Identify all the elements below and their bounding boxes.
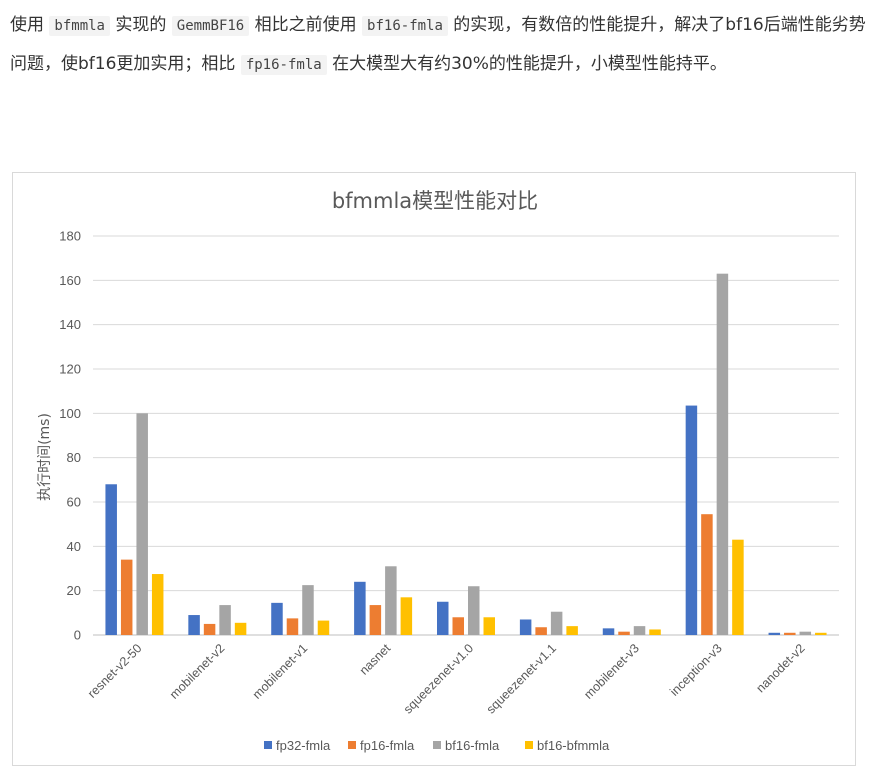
chart-title: bfmmla模型性能对比	[332, 189, 538, 213]
bar-fp16-fmla-squeezenet-v1.0	[452, 617, 464, 635]
y-tick-label: 160	[59, 273, 81, 288]
bar-bf16-bfmmla-squeezenet-v1.0	[483, 617, 495, 635]
bar-fp16-fmla-nanodet-v2	[784, 632, 796, 635]
bar-fp32-fmla-resnet-v2-50	[105, 484, 117, 635]
x-category-label: nanodet-v2	[754, 641, 808, 695]
bar-bf16-bfmmla-resnet-v2-50	[151, 574, 164, 635]
paragraph-text: 在大模型大有约30%的性能提升，小模型性能持平。	[326, 54, 727, 74]
y-axis-label: 执行时间(ms)	[37, 413, 53, 501]
inline-code: GemmBF16	[171, 16, 250, 36]
y-tick-label: 140	[59, 317, 81, 332]
bar-fp16-fmla-mobilenet-v2	[203, 623, 216, 635]
bar-bf16-bfmmla-nanodet-v2	[815, 632, 827, 635]
paragraph-text: 的实现，有数倍的性能提升，解决了bf16后端性能劣势问题，使bf16更加实用；相…	[10, 15, 866, 74]
bar-bf16-bfmmla-inception-v3	[732, 539, 744, 635]
bar-fp32-fmla-squeezenet-v1.0	[437, 601, 449, 635]
legend-label: fp16-fmla	[360, 738, 415, 753]
x-category-label: resnet-v2-50	[85, 641, 145, 701]
y-tick-label: 20	[67, 583, 81, 598]
x-category-label: nasnet	[357, 641, 394, 678]
bar-fp16-fmla-mobilenet-v1	[286, 618, 299, 635]
bar-fp16-fmla-mobilenet-v3	[618, 631, 630, 635]
bar-bf16-bfmmla-mobilenet-v3	[649, 629, 661, 635]
bar-bf16-fmla-resnet-v2-50	[136, 413, 148, 635]
bar-fp32-fmla-nasnet	[354, 581, 366, 635]
bar-fp32-fmla-squeezenet-v1.1	[519, 619, 532, 635]
x-category-label: mobilenet-v1	[250, 641, 311, 702]
legend-label: fp32-fmla	[276, 738, 331, 753]
bars	[105, 273, 827, 635]
gridlines	[93, 235, 839, 636]
legend-swatch	[264, 741, 272, 749]
bar-fp16-fmla-squeezenet-v1.1	[535, 627, 547, 635]
x-category-label: squeezenet-v1.0	[401, 641, 476, 716]
bar-fp32-fmla-inception-v3	[685, 405, 698, 635]
bar-fp32-fmla-mobilenet-v3	[602, 628, 615, 635]
legend-swatch	[348, 741, 356, 749]
y-tick-label: 60	[67, 495, 81, 510]
y-tick-label: 180	[59, 229, 81, 244]
bar-bf16-fmla-inception-v3	[716, 273, 729, 635]
bar-bf16-fmla-nanodet-v2	[799, 631, 812, 635]
paragraph-text: 实现的	[109, 15, 172, 35]
y-axis-ticks: 0 20 40 60 80 100 120 140 160 180	[59, 229, 81, 643]
legend-label: bf16-fmla	[445, 738, 500, 753]
bar-bf16-fmla-mobilenet-v3	[633, 626, 646, 635]
chart-container: 0 20 40 60 80 100 120 140 160 180 resnet-v2-50 mob…	[12, 172, 856, 766]
bar-fp16-fmla-resnet-v2-50	[120, 559, 133, 635]
y-tick-label: 100	[59, 406, 81, 421]
legend-swatch	[525, 741, 533, 749]
y-tick-label: 40	[67, 539, 81, 554]
bar-bf16-bfmmla-nasnet	[400, 597, 413, 635]
legend-label: bf16-bfmmla	[537, 738, 610, 753]
inline-code: fp16-fmla	[240, 55, 327, 75]
bar-fp32-fmla-mobilenet-v1	[271, 602, 283, 635]
y-tick-label: 0	[74, 628, 81, 643]
bar-bf16-fmla-squeezenet-v1.1	[550, 611, 563, 635]
bar-fp16-fmla-inception-v3	[701, 514, 713, 635]
x-category-label: mobilenet-v2	[167, 641, 228, 702]
bar-bf16-fmla-squeezenet-v1.0	[468, 586, 480, 635]
bar-bf16-fmla-mobilenet-v1	[302, 585, 314, 635]
intro-paragraph: 使用 bfmmla 实现的 GemmBF16 相比之前使用 bf16-fmla …	[10, 6, 872, 84]
y-tick-label: 120	[59, 362, 81, 377]
bar-bf16-bfmmla-mobilenet-v1	[317, 620, 330, 635]
bar-bf16-fmla-nasnet	[385, 566, 397, 635]
inline-code: bf16-fmla	[362, 16, 448, 36]
bar-bf16-bfmmla-mobilenet-v2	[234, 622, 247, 635]
bar-bf16-fmla-mobilenet-v2	[219, 605, 231, 635]
bar-fp32-fmla-nanodet-v2	[768, 632, 781, 635]
legend: fp32-fmla fp16-fmla bf16-fmla bf16-bfmmla	[264, 738, 610, 753]
x-category-label: squeezenet-v1.1	[484, 641, 559, 716]
y-tick-label: 80	[67, 450, 81, 465]
x-axis-categories: resnet-v2-50 mobilenet-v2 mobilenet-v1 nasn…	[85, 641, 808, 717]
inline-code: bfmmla	[49, 16, 110, 36]
x-category-label: mobilenet-v3	[581, 641, 642, 702]
paragraph-text: 相比之前使用	[249, 15, 363, 35]
bar-bf16-bfmmla-squeezenet-v1.1	[566, 626, 578, 635]
legend-swatch	[433, 741, 441, 749]
x-category-label: inception-v3	[667, 641, 725, 699]
bar-fp32-fmla-mobilenet-v2	[188, 615, 200, 635]
bar-fp16-fmla-nasnet	[369, 605, 382, 635]
paragraph-text: 使用	[10, 15, 50, 35]
bar-chart: 0 20 40 60 80 100 120 140 160 180 resnet-v2-50 mob…	[37, 189, 839, 753]
